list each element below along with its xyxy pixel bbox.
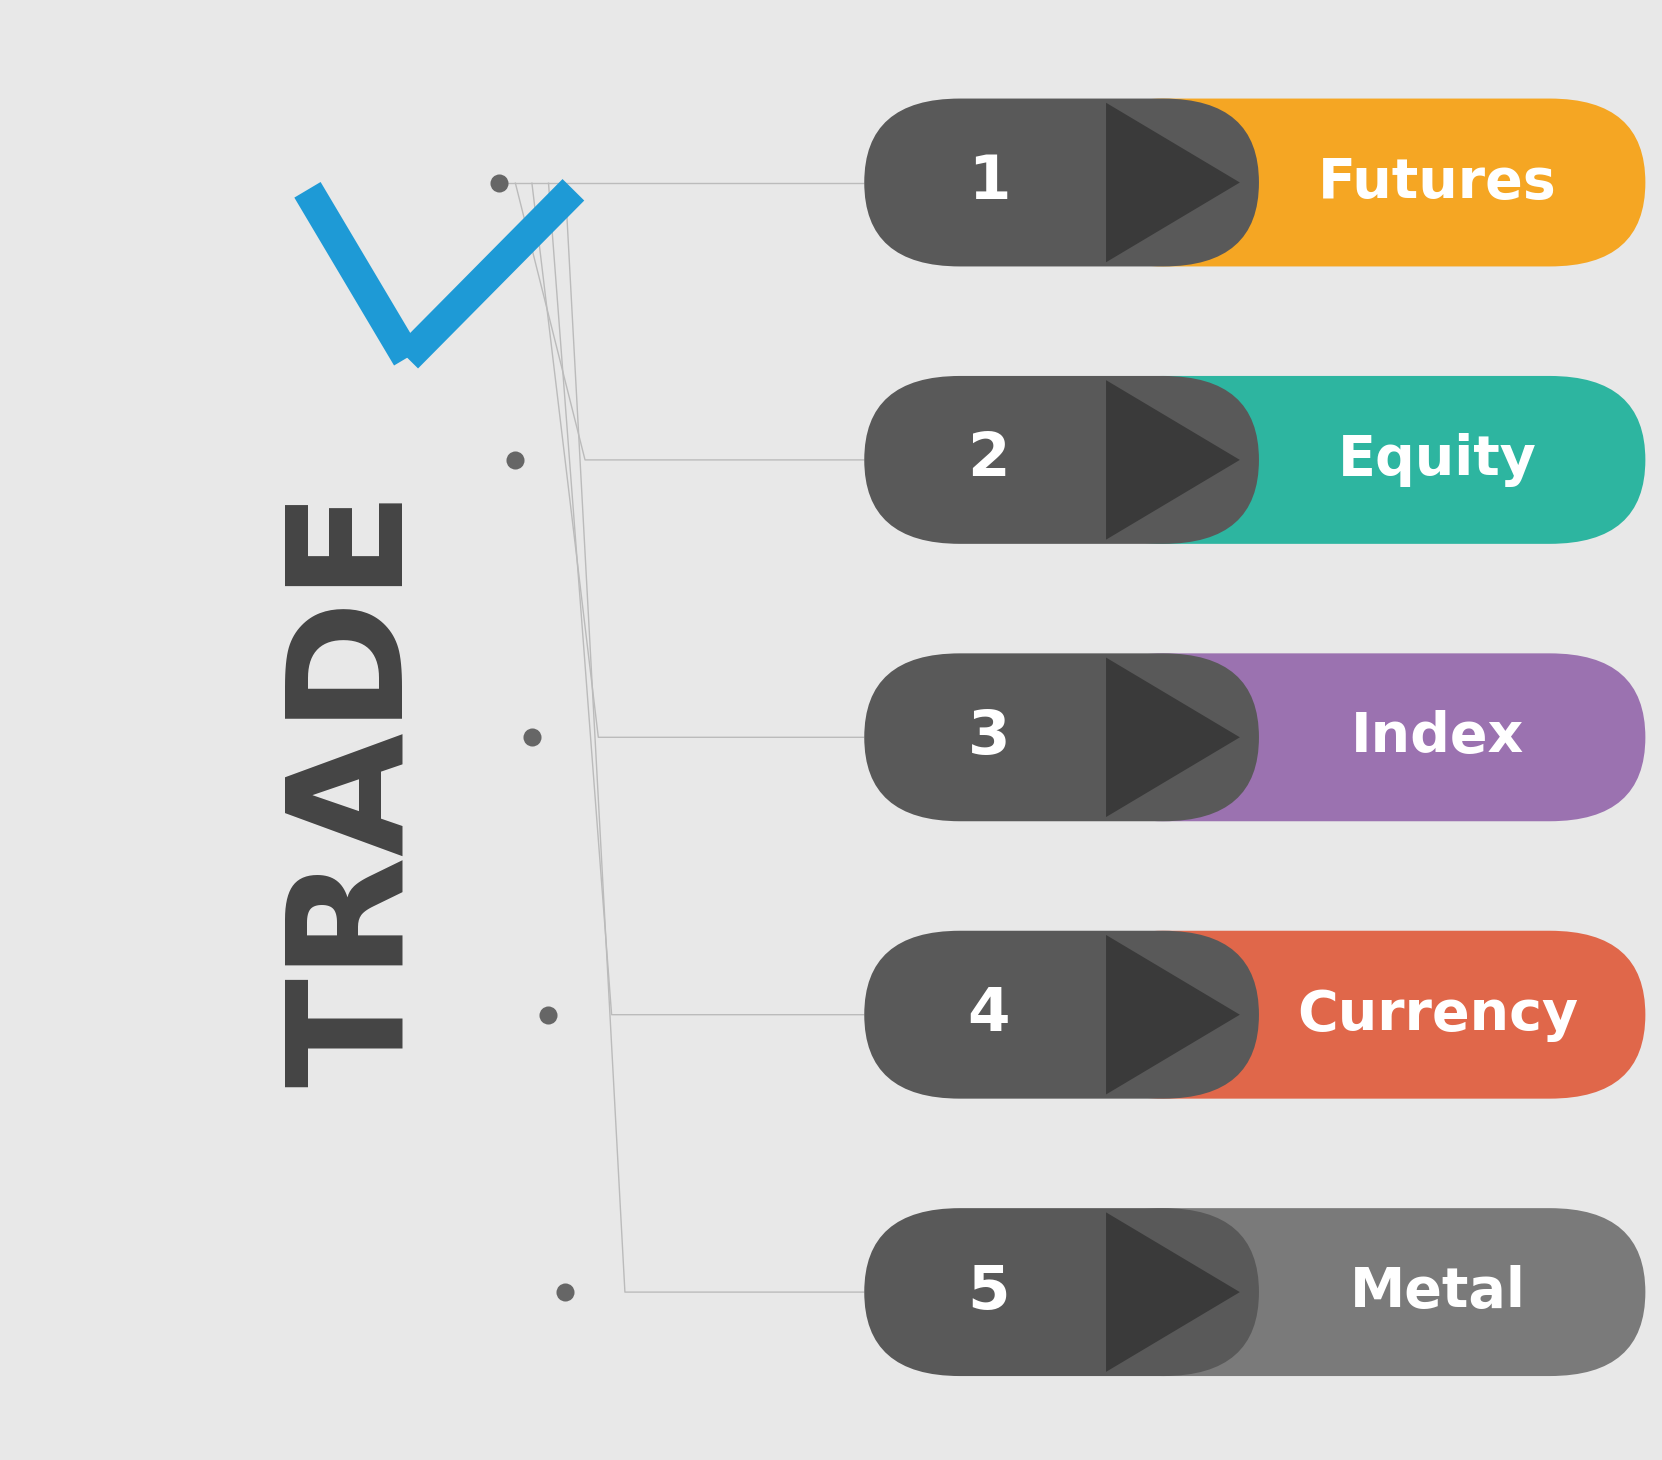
Polygon shape [1107, 102, 1240, 263]
Text: Currency: Currency [1296, 988, 1579, 1041]
Text: Equity: Equity [1338, 434, 1537, 486]
Polygon shape [1107, 380, 1240, 540]
FancyBboxPatch shape [864, 99, 1260, 266]
Polygon shape [1107, 934, 1240, 1095]
FancyBboxPatch shape [1069, 654, 1645, 821]
Polygon shape [1107, 1212, 1240, 1372]
FancyBboxPatch shape [1069, 931, 1645, 1098]
Text: Metal: Metal [1350, 1266, 1526, 1318]
Text: 3: 3 [967, 708, 1010, 767]
FancyBboxPatch shape [1069, 1209, 1645, 1375]
FancyBboxPatch shape [1069, 375, 1645, 543]
FancyBboxPatch shape [1069, 99, 1645, 266]
Text: 2: 2 [967, 431, 1010, 489]
FancyBboxPatch shape [864, 1209, 1260, 1375]
Text: 4: 4 [967, 986, 1010, 1044]
FancyBboxPatch shape [864, 375, 1260, 543]
FancyBboxPatch shape [864, 931, 1260, 1098]
Polygon shape [1107, 657, 1240, 818]
Text: 5: 5 [967, 1263, 1010, 1321]
Text: Index: Index [1351, 711, 1524, 764]
Text: 1: 1 [967, 153, 1010, 212]
FancyBboxPatch shape [864, 654, 1260, 821]
Text: Futures: Futures [1318, 156, 1557, 209]
Text: TRADE: TRADE [279, 489, 435, 1088]
